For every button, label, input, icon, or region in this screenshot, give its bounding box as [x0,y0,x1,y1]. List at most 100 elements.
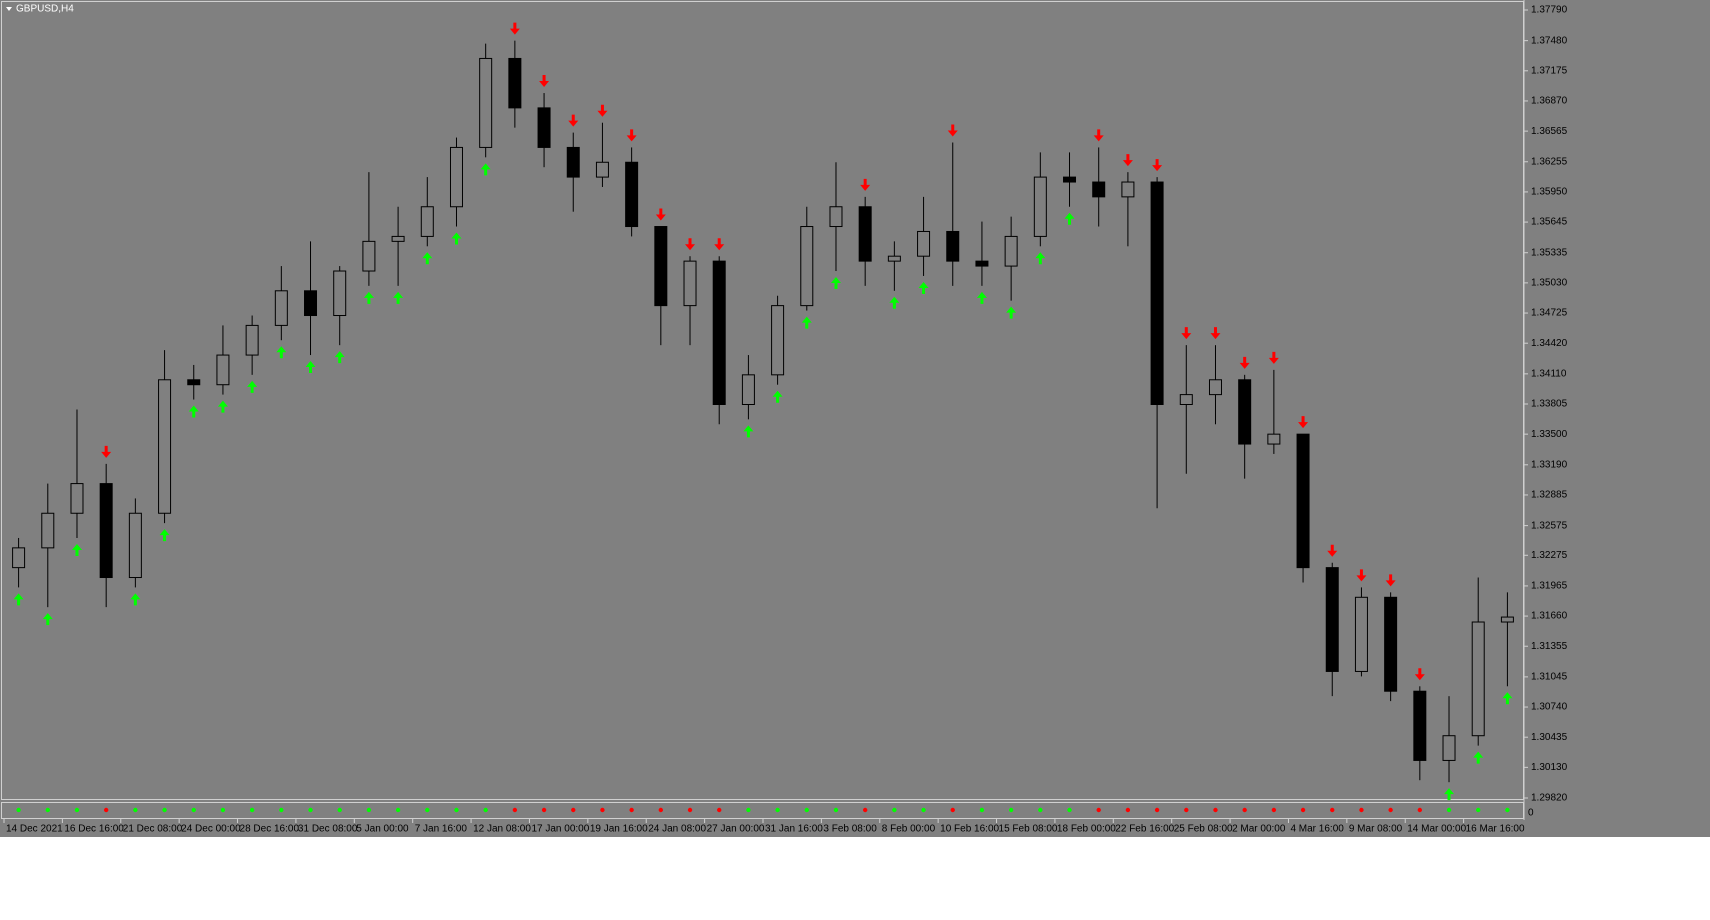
buy-arrow [13,593,24,606]
candle-body [1208,379,1222,396]
indicator-dot [717,807,722,813]
indicator-dot [833,807,839,813]
candle-body [1004,235,1018,267]
buy-arrow [159,529,170,542]
y-tick-label: 1.37175 [1531,65,1568,76]
indicator-dot [103,807,109,813]
background [0,0,1710,837]
candle-body [1296,433,1310,569]
indicator-dot [541,807,547,813]
candle-body [391,235,405,242]
sell-arrow [1210,327,1221,340]
buy-arrow [830,277,841,290]
buy-arrow [480,163,491,176]
candle-body [362,240,376,272]
sell-arrow [860,178,871,191]
buy-arrow [451,232,462,245]
x-tick-label: 21 Dec 08:00 [123,824,183,835]
indicator-dot [1154,807,1160,813]
y-tick-label: 1.33500 [1531,429,1568,440]
indicator-dot [892,807,897,813]
x-tick-label: 14 Dec 2021 [6,824,63,835]
candle-body [128,512,142,579]
y-tick-label: 1.35950 [1531,187,1568,198]
indicator-dot [1359,807,1364,813]
x-tick-label: 25 Feb 08:00 [1174,824,1233,835]
indicator-dot [162,807,167,813]
y-tick-label: 1.33805 [1531,399,1568,410]
candle-body [741,374,755,405]
indicator-dot [1300,807,1306,813]
sell-arrow [1152,159,1163,172]
indicator-dot [133,807,138,813]
indicator-dot [1096,807,1101,813]
x-tick-label: 4 Mar 16:00 [1290,824,1344,835]
symbol-menu-icon[interactable] [6,7,12,11]
indicator-dot [74,807,80,813]
buy-arrow [334,351,345,364]
indicator-dot [804,807,809,813]
sell-arrow [1356,569,1367,582]
sell-arrow [568,114,579,127]
candle-body [333,270,347,317]
candle-body [1092,181,1106,198]
y-tick-label: 1.29820 [1531,793,1568,804]
candle-body [800,226,814,307]
buy-arrow [393,291,404,304]
y-tick-label: 1.30130 [1531,762,1568,773]
buy-arrow [1473,751,1484,764]
buy-arrow [1502,692,1513,705]
indicator-dot [687,807,693,813]
candle-body [158,379,172,514]
indicator-dot [1330,807,1335,813]
candle-body [1413,690,1427,761]
indicator-dot [395,807,401,813]
candle-body [975,260,989,267]
candle-body [449,146,463,208]
sell-arrow [1239,356,1250,369]
buy-arrow [889,296,900,309]
indicator-dot [1242,807,1247,813]
indicator-dot [1067,807,1072,813]
x-tick-label: 31 Jan 16:00 [765,824,823,835]
symbol-title: GBPUSD,H4 [16,4,74,15]
indicator-dot [950,807,955,813]
x-tick-label: 28 Dec 16:00 [240,824,300,835]
buy-arrow [976,291,987,304]
buy-arrow [130,593,141,606]
indicator-dot [512,807,518,813]
y-tick-label: 1.36565 [1531,126,1568,137]
candle-body [595,161,609,178]
indicator-dot [337,807,342,813]
buy-arrow [217,400,228,413]
candle-body [917,230,931,257]
indicator-dot [1446,807,1452,813]
indicator-dot [279,807,284,813]
x-tick-label: 31 Dec 08:00 [298,824,358,835]
candle-body [1500,616,1514,623]
candle-body [304,290,318,317]
indicator-dot [862,807,868,813]
indicator-dot [1417,807,1423,813]
y-tick-label: 1.32575 [1531,520,1568,531]
x-tick-label: 24 Dec 00:00 [181,824,241,835]
indicator-dot [658,807,664,813]
y-tick-label: 1.35335 [1531,247,1568,258]
y-tick-label: 1.32885 [1531,490,1568,501]
buy-arrow [772,390,783,403]
indicator-dot [366,807,372,813]
y-tick-label: 1.36870 [1531,96,1568,107]
candle-body [508,57,522,109]
candle-body [858,206,872,262]
candle-body [1384,596,1398,692]
buy-arrow [305,361,316,374]
candle-body [1179,394,1193,405]
buy-arrow [1035,252,1046,265]
candle-body [829,206,843,228]
y-tick-label: 1.37790 [1531,5,1568,16]
candle-body [1121,181,1135,198]
candle-body [1442,735,1456,761]
sell-arrow [1414,668,1425,681]
sell-arrow [539,75,550,88]
x-tick-label: 10 Feb 16:00 [940,824,999,835]
